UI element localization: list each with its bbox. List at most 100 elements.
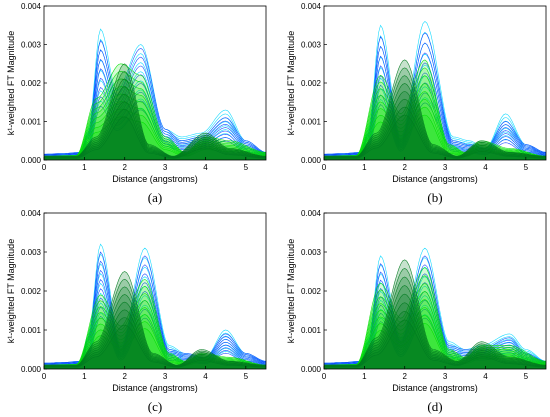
- series-area: [324, 91, 546, 160]
- series-area: [44, 78, 266, 160]
- x-axis-label: Distance (angstroms): [392, 383, 478, 393]
- y-tick-label: 0.000: [301, 156, 322, 165]
- series-line: [324, 98, 546, 159]
- series-area: [44, 94, 266, 160]
- series-line: [44, 108, 266, 159]
- series-line: [324, 275, 546, 366]
- series-line: [324, 310, 546, 368]
- x-tick-label: 5: [244, 372, 249, 381]
- x-tick-label: 5: [524, 163, 529, 172]
- series-line: [44, 78, 266, 158]
- series-area: [44, 294, 266, 369]
- series-line: [324, 75, 546, 158]
- chart-panel-1: 0 1 2 3 4 5 0.000 0.001 0.002 0.003 0.004 Distance …: [6, 2, 267, 205]
- series-line: [44, 286, 266, 367]
- x-tick-label: 5: [244, 163, 249, 172]
- series-line: [44, 278, 266, 366]
- series-line: [44, 70, 266, 157]
- series-area: [324, 299, 546, 369]
- series-area: [324, 67, 546, 160]
- series-area: [324, 319, 546, 369]
- series-area: [44, 293, 266, 369]
- x-tick-label: 3: [443, 372, 448, 381]
- y-tick-label: 0.000: [301, 365, 322, 374]
- x-tick-label: 2: [403, 163, 408, 172]
- series-area: [44, 325, 266, 369]
- y-tick-label: 0.001: [21, 118, 42, 127]
- series-area: [324, 83, 546, 160]
- series-area: [324, 268, 546, 369]
- series-line: [324, 319, 546, 368]
- series-area: [44, 78, 266, 160]
- series-area: [324, 259, 546, 369]
- x-tick-label: 2: [123, 372, 128, 381]
- series-area: [324, 115, 546, 160]
- series-area: [324, 302, 546, 369]
- series-area: [44, 86, 266, 160]
- y-tick-label: 0.004: [301, 2, 322, 11]
- y-tick-label: 0.004: [21, 2, 42, 11]
- series-line: [44, 317, 266, 368]
- series-line: [44, 63, 266, 157]
- series-line: [44, 116, 266, 159]
- series-line: [44, 101, 266, 159]
- series-line: [324, 268, 546, 366]
- y-axis-label: k¹-weighted FT Magnitude: [286, 239, 296, 343]
- series-area: [44, 309, 266, 369]
- series-line: [324, 302, 546, 367]
- y-tick-label: 0.003: [21, 41, 42, 50]
- series-area: [44, 317, 266, 369]
- series-area: [44, 116, 266, 160]
- series-area: [44, 328, 266, 369]
- plot-area: [44, 243, 266, 369]
- y-tick-label: 0.004: [301, 209, 322, 218]
- y-tick-label: 0.003: [301, 248, 322, 257]
- series-area: [44, 271, 266, 369]
- series-area: [324, 311, 546, 369]
- series-area: [44, 71, 266, 160]
- series-area: [44, 321, 266, 369]
- x-tick-label: 3: [443, 163, 448, 172]
- x-tick-label: 2: [123, 163, 128, 172]
- series-line: [324, 276, 546, 366]
- series-area: [324, 267, 546, 369]
- series-area: [44, 101, 266, 160]
- x-tick-label: 3: [163, 163, 168, 172]
- series-area: [324, 91, 546, 160]
- series-line: [44, 293, 266, 366]
- y-axis-label: k¹-weighted FT Magnitude: [286, 31, 296, 135]
- series-line: [324, 114, 546, 159]
- plot-area: [324, 20, 546, 160]
- series-area: [44, 109, 266, 160]
- series-line: [44, 93, 266, 158]
- y-tick-label: 0.001: [301, 326, 322, 335]
- y-axis-label: k¹-weighted FT Magnitude: [6, 239, 16, 343]
- x-axis-label: Distance (angstroms): [112, 383, 198, 393]
- series-line: [44, 63, 266, 157]
- series-area: [324, 67, 546, 160]
- y-axis-label: k¹-weighted FT Magnitude: [6, 31, 16, 135]
- series-line: [44, 78, 266, 158]
- series-area: [324, 283, 546, 369]
- y-tick-label: 0.001: [21, 326, 42, 335]
- x-tick-label: 4: [483, 372, 488, 381]
- panel-label: (d): [427, 399, 442, 414]
- panel-label: (b): [427, 190, 442, 205]
- series-line: [44, 271, 266, 366]
- y-tick-label: 0.002: [301, 287, 322, 296]
- x-tick-label: 0: [322, 372, 327, 381]
- series-line: [44, 324, 266, 368]
- y-tick-label: 0.004: [21, 209, 42, 218]
- x-tick-label: 1: [362, 372, 367, 381]
- series-area: [324, 277, 546, 369]
- x-tick-label: 4: [203, 163, 208, 172]
- series-line: [324, 283, 546, 366]
- series-4: [324, 59, 546, 160]
- series-line: [324, 59, 546, 157]
- series-line: [324, 75, 546, 158]
- plot-area: [44, 28, 266, 160]
- series-line: [324, 285, 546, 367]
- y-tick-label: 0.002: [301, 79, 322, 88]
- series-line: [324, 259, 546, 366]
- series-area: [44, 302, 266, 369]
